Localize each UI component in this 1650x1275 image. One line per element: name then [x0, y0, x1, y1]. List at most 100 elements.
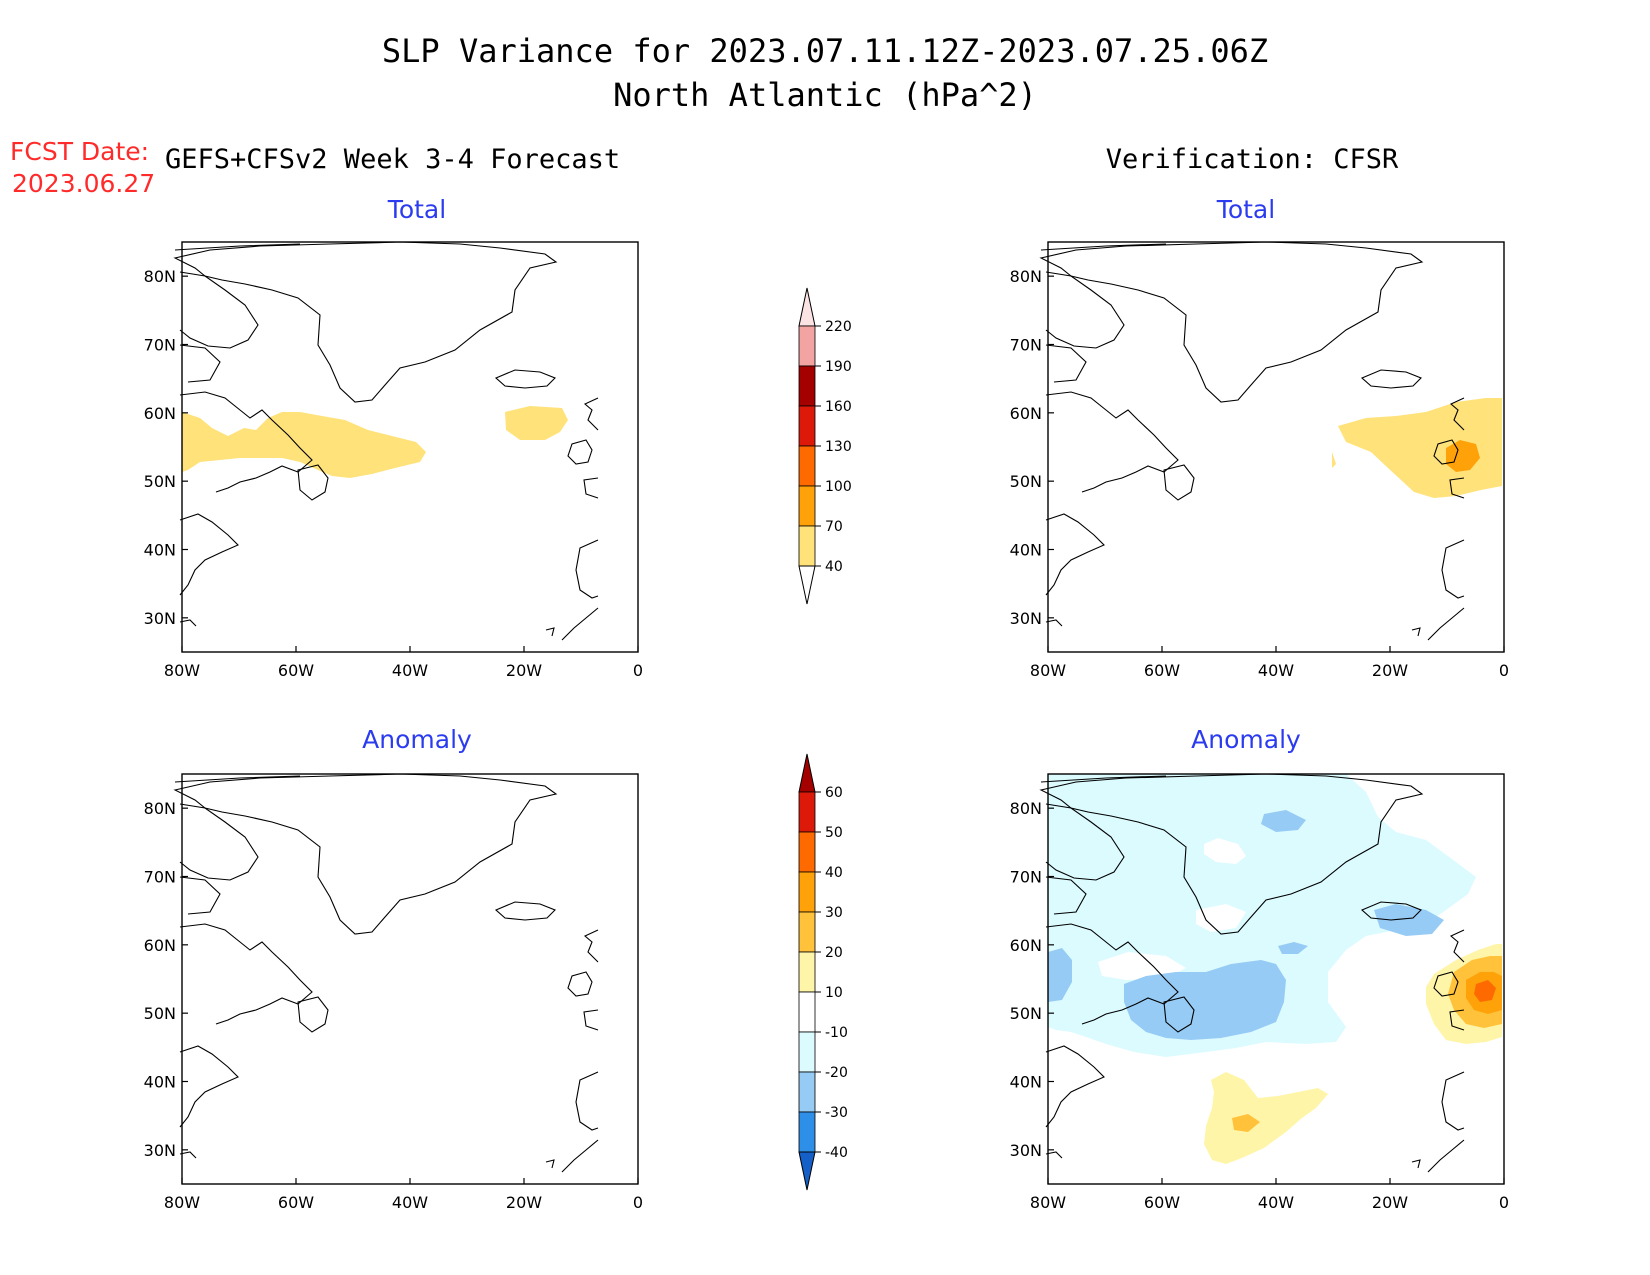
left-column-title: GEFS+CFSv2 Week 3-4 Forecast [165, 144, 620, 175]
colorbar-level-label: 130 [825, 439, 852, 455]
panel-title-verification-anomaly: Anomaly [1191, 725, 1301, 754]
colorbar-level-label: 40 [825, 559, 843, 575]
lon-tick-label: 40W [1258, 1193, 1294, 1212]
panel-title-forecast-anomaly: Anomaly [362, 725, 472, 754]
colorbar-level-label: 160 [825, 399, 852, 415]
colorbar-level-label: 60 [825, 785, 843, 801]
anomaly-shading-neutral [1196, 904, 1246, 932]
lat-tick-label: 80N [1010, 799, 1042, 818]
lon-tick-label: 40W [1258, 661, 1294, 680]
lat-tick-label: 50N [1010, 472, 1042, 491]
colorbar-level-label: 220 [825, 319, 852, 335]
variance-shading-40-70 [182, 412, 426, 478]
lon-tick-label: 60W [278, 1193, 314, 1212]
lat-tick-label: 60N [144, 936, 176, 955]
lon-tick-label: 0 [633, 661, 643, 680]
panel-title-forecast-total: Total [387, 195, 446, 224]
lat-tick-label: 80N [144, 799, 176, 818]
colorbar-top-arrow [798, 753, 816, 793]
lat-tick-label: 50N [144, 1004, 176, 1023]
anomaly-shading-neg20-neg30 [1124, 960, 1286, 1040]
lon-tick-label: 20W [506, 1193, 542, 1212]
colorbar-anomaly: 60 50 40 30 20 10 -10 -20 -30 -40 [798, 753, 848, 1191]
colorbar-segment [798, 365, 816, 407]
colorbar-level-label: 50 [825, 825, 843, 841]
colorbar-segment [798, 1071, 816, 1113]
colorbar-level-label: -40 [825, 1145, 848, 1161]
lon-tick-label: 80W [164, 1193, 200, 1212]
lat-tick-label: 60N [1010, 936, 1042, 955]
colorbar-level-label: 30 [825, 905, 843, 921]
lat-tick-label: 30N [144, 609, 176, 628]
anomaly-shading-neutral [1204, 838, 1246, 864]
anomaly-shading-10-20 [1204, 1072, 1328, 1164]
lon-tick-label: 40W [392, 1193, 428, 1212]
variance-shading-40-70 [505, 406, 568, 440]
colorbar-level-label: -10 [825, 1025, 848, 1041]
lat-tick-label: 40N [144, 541, 176, 560]
lat-tick-label: 40N [1010, 541, 1042, 560]
lat-tick-label: 30N [144, 1141, 176, 1160]
colorbar-segment [798, 445, 816, 487]
lon-tick-label: 80W [1030, 1193, 1066, 1212]
lat-tick-label: 70N [144, 336, 176, 355]
colorbar-total: 220 190 160 130 100 70 40 [798, 287, 852, 605]
anomaly-shading-neg20-neg30 [1048, 948, 1072, 1002]
colorbar-segment [798, 405, 816, 447]
colorbar-bottom-arrow [798, 1151, 816, 1191]
anomaly-shading-neg20-neg30 [1278, 942, 1308, 954]
colorbar-segment [798, 991, 816, 1033]
lat-tick-label: 60N [1010, 404, 1042, 423]
variance-shading-40-70 [1332, 452, 1336, 468]
lat-tick-label: 80N [144, 267, 176, 286]
colorbar-level-label: 20 [825, 945, 843, 961]
anomaly-shading-40-50 [1474, 980, 1496, 1002]
colorbar-segment [798, 1111, 816, 1153]
lat-tick-label: 60N [144, 404, 176, 423]
map-panel-verification-anomaly [1040, 773, 1505, 1185]
lat-tick-label: 40N [144, 1073, 176, 1092]
anomaly-shading-neutral [1098, 952, 1186, 980]
colorbar-segment [798, 1031, 816, 1073]
colorbar-level-label: 70 [825, 519, 843, 535]
colorbar-level-label: 100 [825, 479, 852, 495]
colorbar-segment [798, 871, 816, 913]
lat-tick-label: 30N [1010, 1141, 1042, 1160]
lat-tick-label: 70N [1010, 336, 1042, 355]
colorbar-level-label: 10 [825, 985, 843, 1001]
lat-tick-label: 80N [1010, 267, 1042, 286]
lat-tick-label: 70N [144, 868, 176, 887]
map-panel-verification-total [1040, 241, 1505, 653]
lat-tick-label: 70N [1010, 868, 1042, 887]
colorbar-level-label: 190 [825, 359, 852, 375]
lat-tick-label: 50N [144, 472, 176, 491]
colorbar-level-label: -30 [825, 1105, 848, 1121]
lon-tick-label: 40W [392, 661, 428, 680]
colorbar-segment [798, 831, 816, 873]
fcst-date-label: FCST Date: [10, 137, 149, 166]
colorbar-segment [798, 791, 816, 833]
variance-shading-70-100 [1446, 440, 1480, 472]
colorbar-level-label: -20 [825, 1065, 848, 1081]
fcst-date-value: 2023.06.27 [12, 169, 155, 198]
main-title: SLP Variance for 2023.07.11.12Z-2023.07.… [382, 32, 1268, 70]
lat-tick-label: 50N [1010, 1004, 1042, 1023]
lon-tick-label: 60W [278, 661, 314, 680]
colorbar-level-label: 40 [825, 865, 843, 881]
colorbar-segment [798, 525, 816, 567]
lon-tick-label: 20W [1372, 1193, 1408, 1212]
lon-tick-label: 0 [1499, 661, 1509, 680]
lon-tick-label: 60W [1144, 661, 1180, 680]
lon-tick-label: 20W [1372, 661, 1408, 680]
variance-shading-40-70 [1338, 398, 1502, 498]
colorbar-segment [798, 951, 816, 993]
colorbar-segment [798, 325, 816, 367]
panel-title-verification-total: Total [1216, 195, 1275, 224]
colorbar-bottom-arrow [798, 565, 816, 605]
map-panel-forecast-total [174, 241, 639, 653]
anomaly-shading-20-30 [1232, 1114, 1260, 1132]
lon-tick-label: 60W [1144, 1193, 1180, 1212]
colorbar-segment [798, 911, 816, 953]
lon-tick-label: 0 [633, 1193, 643, 1212]
